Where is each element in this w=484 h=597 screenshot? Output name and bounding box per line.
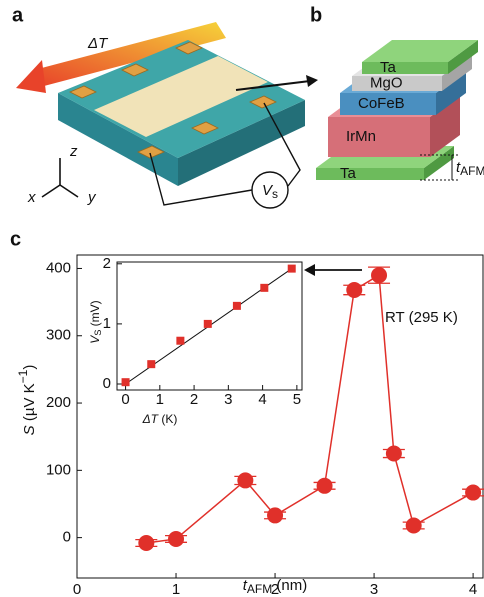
- layer-side: [424, 146, 454, 180]
- data-line: [146, 273, 474, 544]
- data-point: [316, 477, 333, 494]
- data-point: [168, 530, 185, 547]
- panel-label: a: [12, 4, 24, 26]
- panel-label: c: [10, 228, 21, 250]
- x-tick-label: 3: [224, 391, 232, 408]
- data-point: [346, 281, 363, 298]
- x-tick-label: 0: [73, 581, 81, 597]
- y-tick-label: 1: [103, 315, 111, 332]
- x-axis-label: tAFM (nm): [243, 577, 308, 596]
- y-tick-label: 2: [103, 255, 111, 272]
- data-point: [203, 319, 212, 328]
- y-tick-label: 200: [46, 394, 71, 411]
- layer-label: IrMn: [346, 128, 376, 145]
- axes-glyph: [41, 158, 79, 198]
- y-tick-label: 0: [103, 375, 111, 392]
- gradient-arrow: [34, 22, 226, 86]
- x-tick-label: 3: [370, 581, 378, 597]
- axis-z: z: [69, 143, 78, 160]
- x-tick-label: 2: [271, 581, 279, 597]
- thickness-label: tAFM: [456, 159, 484, 178]
- layer-front: [352, 76, 442, 91]
- annotation: RT (295 K): [385, 309, 458, 326]
- inset-y-axis-label: VS (mV): [88, 300, 103, 343]
- link-arrowhead: [306, 75, 318, 87]
- x-tick-label: 4: [258, 391, 266, 408]
- y-tick-label: 400: [46, 259, 71, 276]
- data-point: [405, 517, 422, 534]
- x-tick-label: 1: [156, 391, 164, 408]
- layer-front: [328, 117, 430, 157]
- plot-frame: [116, 261, 303, 391]
- data-point: [232, 301, 241, 310]
- delta-t-label: ΔT: [87, 35, 109, 52]
- axis-x: x: [27, 189, 36, 206]
- voltmeter: [251, 171, 289, 209]
- slab-side: [58, 93, 178, 186]
- layer-label: Ta: [380, 59, 397, 76]
- data-point: [385, 445, 402, 462]
- layer-side: [436, 71, 466, 115]
- layer-front: [362, 62, 448, 74]
- x-tick-label: 4: [469, 581, 477, 597]
- y-axis-label: S (µV K−1): [16, 365, 38, 436]
- layer-label: MgO: [370, 74, 403, 91]
- inset-x-axis-label: ΔT (K): [142, 412, 178, 426]
- layer-front: [316, 168, 424, 180]
- data-point: [138, 535, 155, 552]
- y-tick-label: 300: [46, 327, 71, 344]
- panel-label: b: [310, 4, 322, 26]
- data-point: [176, 336, 185, 345]
- layer-front: [340, 93, 436, 115]
- pads: [69, 41, 277, 159]
- link-arrow: [235, 80, 311, 91]
- layer-label: CoFeB: [358, 95, 405, 112]
- pointer-arrowhead: [304, 264, 315, 276]
- data-point: [260, 283, 269, 292]
- gradient-arrowhead: [16, 60, 46, 93]
- data-point: [147, 360, 156, 369]
- thickness-guides: [420, 154, 460, 181]
- data-point: [371, 267, 388, 284]
- layer-side: [430, 95, 460, 157]
- plot-frame: [76, 254, 484, 579]
- x-tick-label: 2: [190, 391, 198, 408]
- data-point: [237, 472, 254, 489]
- layer-top: [362, 40, 478, 62]
- layer-side: [448, 40, 478, 74]
- y-tick-label: 0: [63, 529, 71, 546]
- voltage-label: Vs: [262, 182, 278, 201]
- axis-y: y: [87, 189, 97, 206]
- data-point: [267, 507, 284, 524]
- layer-side: [442, 54, 472, 91]
- wire: [263, 102, 301, 187]
- data-point: [287, 264, 296, 273]
- x-tick-label: 1: [172, 581, 180, 597]
- data-point: [121, 378, 130, 387]
- data-point: [465, 484, 482, 501]
- x-tick-label: 5: [293, 391, 301, 408]
- y-tick-label: 100: [46, 461, 71, 478]
- layer-label: Ta: [340, 165, 357, 182]
- wire: [149, 152, 253, 206]
- stripe: [94, 56, 268, 137]
- x-tick-label: 0: [121, 391, 129, 408]
